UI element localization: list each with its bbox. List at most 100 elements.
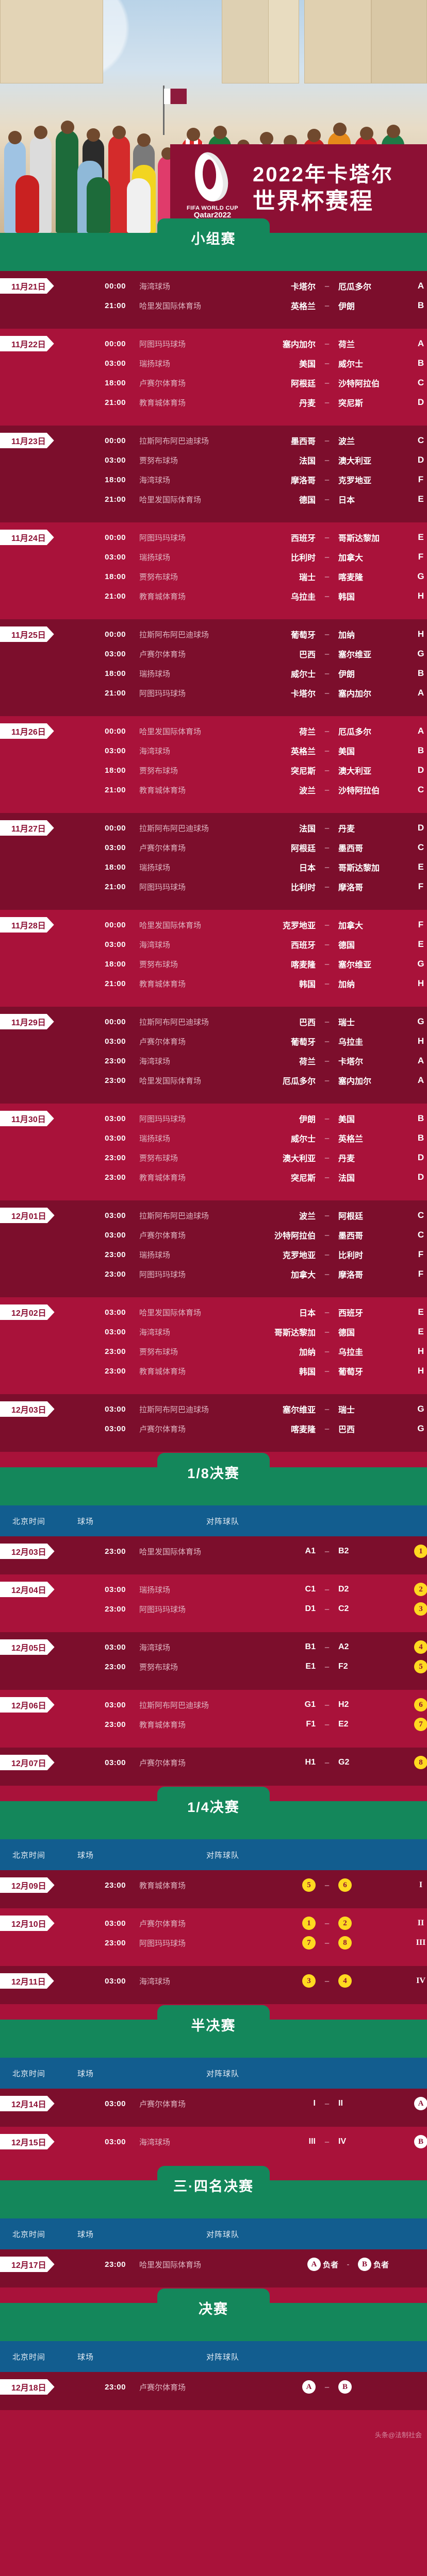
match-row[interactable]: 11月30日 03:00 阿图玛玛球场 伊朗 – 美国 B [0, 1109, 427, 1128]
date-tag-cell: 12月11日 [0, 1973, 76, 1989]
away-team: C2 [338, 1604, 349, 1613]
match-row[interactable]: 03:00 贾努布球场 法国 – 澳大利亚 D [0, 450, 427, 470]
match-row[interactable]: 23:00 贾努布球场 加纳 – 乌拉圭 H [0, 1342, 427, 1361]
match-row[interactable]: 03:00 瑞扬球场 威尔士 – 英格兰 B [0, 1128, 427, 1148]
match-row[interactable]: 21:00 阿图玛玛球场 卡塔尔 – 塞内加尔 A [0, 683, 427, 703]
match-row[interactable]: 18:00 卢赛尔体育场 阿根廷 – 沙特阿拉伯 C [0, 373, 427, 393]
match-row[interactable]: 11月27日 00:00 拉斯阿布阿巴迪球场 法国 – 丹麦 D [0, 818, 427, 838]
match-row[interactable]: 11月28日 00:00 哈里发国际体育场 克罗地亚 – 加拿大 F [0, 915, 427, 935]
group-letter: C [417, 842, 424, 852]
match-row[interactable]: 21:00 教育城体育场 丹麦 – 突尼斯 D [0, 393, 427, 412]
match-row[interactable]: 11月25日 00:00 拉斯阿布阿巴迪球场 葡萄牙 – 加纳 H [0, 624, 427, 644]
bracket-number-badge: 1 [414, 1545, 427, 1558]
match-venue: 卢赛尔体育场 [139, 2099, 186, 2109]
match-row[interactable]: 03:00 卢赛尔体育场 喀麦隆 – 巴西 G [0, 1419, 427, 1438]
versus-separator: – [324, 436, 330, 445]
match-row[interactable]: 11月24日 00:00 阿图玛玛球场 西班牙 – 哥斯达黎加 E [0, 528, 427, 547]
match-row[interactable]: 21:00 哈里发国际体育场 德国 – 日本 E [0, 489, 427, 509]
match-row[interactable]: 11月26日 00:00 哈里发国际体育场 荷兰 – 厄瓜多尔 A [0, 721, 427, 741]
match-row[interactable]: 12月18日 23:00 卢赛尔体育场 A – B [0, 2377, 427, 2397]
match-row[interactable]: 23:00 教育城体育场 突尼斯 – 法国 D [0, 1167, 427, 1187]
match-row[interactable]: 12月07日 03:00 卢赛尔体育场 H1– G2 8 [0, 1753, 427, 1772]
match-day: 12月10日 03:00 卢赛尔体育场 1–2 II 23:00 阿图玛玛球场 7–8 III [0, 1908, 427, 1966]
match-row[interactable]: 03:00 瑞扬球场 美国 – 威尔士 B [0, 353, 427, 373]
match-time: 23:00 [105, 1250, 126, 1259]
match-venue: 海湾球场 [139, 476, 171, 485]
match-row[interactable]: 03:00 卢赛尔体育场 沙特阿拉伯 – 墨西哥 C [0, 1225, 427, 1245]
match-row[interactable]: 12月02日 03:00 哈里发国际体育场 日本 – 西班牙 E [0, 1302, 427, 1322]
match-row[interactable]: 23:00 阿图玛玛球场 7–8 III [0, 1933, 427, 1953]
match-row[interactable]: 12月09日 23:00 教育城体育场 5–6 I [0, 1875, 427, 1895]
match-row[interactable]: 18:00 贾努布球场 瑞士 – 喀麦隆 G [0, 567, 427, 586]
match-row[interactable]: 03:00 海湾球场 哥斯达黎加 – 德国 E [0, 1322, 427, 1342]
match-row[interactable]: 21:00 教育城体育场 波兰 – 沙特阿拉伯 C [0, 780, 427, 800]
match-row[interactable]: 21:00 哈里发国际体育场 英格兰 – 伊朗 B [0, 296, 427, 315]
date-tag-cell: 12月02日 [0, 1304, 76, 1320]
match-row[interactable]: 21:00 教育城体育场 韩国 – 加纳 H [0, 974, 427, 993]
match-row[interactable]: 18:00 贾努布球场 突尼斯 – 澳大利亚 D [0, 760, 427, 780]
watermark: 头条@法制社会 [374, 2431, 422, 2439]
column-header-date: 北京时间 [12, 1517, 46, 1526]
match-row[interactable]: 12月03日 03:00 拉斯阿布阿巴迪球场 塞尔维亚 – 瑞士 G [0, 1399, 427, 1419]
match-row[interactable]: 12月05日 03:00 海湾球场 B1– A2 4 [0, 1637, 427, 1657]
match-venue: 海湾球场 [139, 1977, 171, 1986]
home-team: C1 [305, 1585, 316, 1594]
versus-separator: – [324, 533, 330, 542]
match-teams: 西班牙 – 哥斯达黎加 [255, 531, 404, 544]
match-row[interactable]: 12月04日 03:00 瑞扬球场 C1– D2 2 [0, 1580, 427, 1599]
section-title-pill: 决赛 [157, 2289, 270, 2327]
match-row[interactable]: 11月29日 00:00 拉斯阿布阿巴迪球场 巴西 – 瑞士 G [0, 1012, 427, 1031]
match-row[interactable]: 21:00 阿图玛玛球场 比利时 – 摩洛哥 F [0, 877, 427, 896]
match-row[interactable]: 23:00 教育城体育场 F1– E2 7 [0, 1715, 427, 1734]
match-row[interactable]: 23:00 教育城体育场 韩国 – 葡萄牙 H [0, 1361, 427, 1381]
match-time: 03:00 [105, 1758, 126, 1767]
home-team: III [308, 2137, 316, 2146]
away-slot: 2 [338, 1917, 399, 1930]
match-row[interactable]: 11月22日 00:00 阿图玛玛球场 塞内加尔 – 荷兰 A [0, 334, 427, 353]
page-footer: 头条@法制社会 [0, 2426, 427, 2443]
match-row[interactable]: 12月10日 03:00 卢赛尔体育场 1–2 II [0, 1913, 427, 1933]
match-row[interactable]: 03:00 卢赛尔体育场 葡萄牙 – 乌拉圭 H [0, 1031, 427, 1051]
match-day: 12月02日 03:00 哈里发国际体育场 日本 – 西班牙 E 03:00 海湾球场 哥斯达黎加… [0, 1297, 427, 1394]
match-row[interactable]: 23:00 哈里发国际体育场 厄瓜多尔 – 塞内加尔 A [0, 1071, 427, 1090]
match-row[interactable]: 12月06日 03:00 拉斯阿布阿巴迪球场 G1– H2 6 [0, 1695, 427, 1715]
match-row[interactable]: 03:00 卢赛尔体育场 阿根廷 – 墨西哥 C [0, 838, 427, 857]
match-venue: 贾努布球场 [139, 1663, 178, 1672]
away-team: 哥斯达黎加 [338, 864, 380, 873]
match-row[interactable]: 03:00 瑞扬球场 比利时 – 加拿大 F [0, 547, 427, 567]
match-row[interactable]: 11月21日 00:00 海湾球场 卡塔尔 – 厄瓜多尔 A [0, 276, 427, 296]
match-row[interactable]: 23:00 瑞扬球场 克罗地亚 – 比利时 F [0, 1245, 427, 1264]
match-row[interactable]: 23:00 阿图玛玛球场 D1– C2 3 [0, 1599, 427, 1619]
group-letter: C [417, 1210, 424, 1220]
match-row[interactable]: 03:00 海湾球场 英格兰 – 美国 B [0, 741, 427, 760]
match-row[interactable]: 12月01日 03:00 拉斯阿布阿巴迪球场 波兰 – 阿根廷 C [0, 1206, 427, 1225]
match-row[interactable]: 03:00 卢赛尔体育场 巴西 – 塞尔维亚 G [0, 644, 427, 664]
match-row[interactable]: 12月03日 23:00 哈里发国际体育场 A1– B2 1 [0, 1541, 427, 1561]
match-row[interactable]: 12月14日 03:00 卢赛尔体育场 I – II A [0, 2094, 427, 2113]
match-row[interactable]: 23:00 海湾球场 荷兰 – 卡塔尔 A [0, 1051, 427, 1071]
match-row[interactable]: 18:00 瑞扬球场 威尔士 – 伊朗 B [0, 664, 427, 683]
match-row[interactable]: 11月23日 00:00 拉斯阿布阿巴迪球场 墨西哥 – 波兰 C [0, 431, 427, 450]
match-time: 03:00 [105, 1424, 126, 1433]
match-time: 23:00 [105, 1662, 126, 1671]
match-row[interactable]: 12月11日 03:00 海湾球场 3–4 IV [0, 1971, 427, 1991]
match-row[interactable]: 23:00 贾努布球场 澳大利亚 – 丹麦 D [0, 1148, 427, 1167]
versus-separator: – [324, 1424, 330, 1433]
match-row[interactable]: 23:00 阿图玛玛球场 加拿大 – 摩洛哥 F [0, 1264, 427, 1284]
match-row[interactable]: 12月15日 03:00 海湾球场 III – IV B [0, 2132, 427, 2151]
versus-separator: – [324, 495, 330, 504]
match-time: 00:00 [105, 533, 126, 542]
versus-separator: – [324, 1604, 330, 1614]
match-row[interactable]: 18:00 瑞扬球场 日本 – 哥斯达黎加 E [0, 857, 427, 877]
match-row[interactable]: 21:00 教育城体育场 乌拉圭 – 韩国 H [0, 586, 427, 606]
match-row[interactable]: 12月17日 23:00 哈里发国际体育场 A 负者 - B 负者 [0, 2255, 427, 2274]
match-row[interactable]: 03:00 海湾球场 西班牙 – 德国 E [0, 935, 427, 954]
match-date-tag: 12月04日 [0, 1582, 55, 1597]
match-row[interactable]: 18:00 海湾球场 摩洛哥 – 克罗地亚 F [0, 470, 427, 489]
match-row[interactable]: 23:00 贾努布球场 E1– F2 5 [0, 1657, 427, 1676]
match-time: 18:00 [105, 766, 126, 775]
match-venue: 拉斯阿布阿巴迪球场 [139, 824, 209, 833]
home-team: 美国 [299, 360, 316, 369]
match-row[interactable]: 18:00 贾努布球场 喀麦隆 – 塞尔维亚 G [0, 954, 427, 974]
match-time: 03:00 [105, 1133, 126, 1143]
